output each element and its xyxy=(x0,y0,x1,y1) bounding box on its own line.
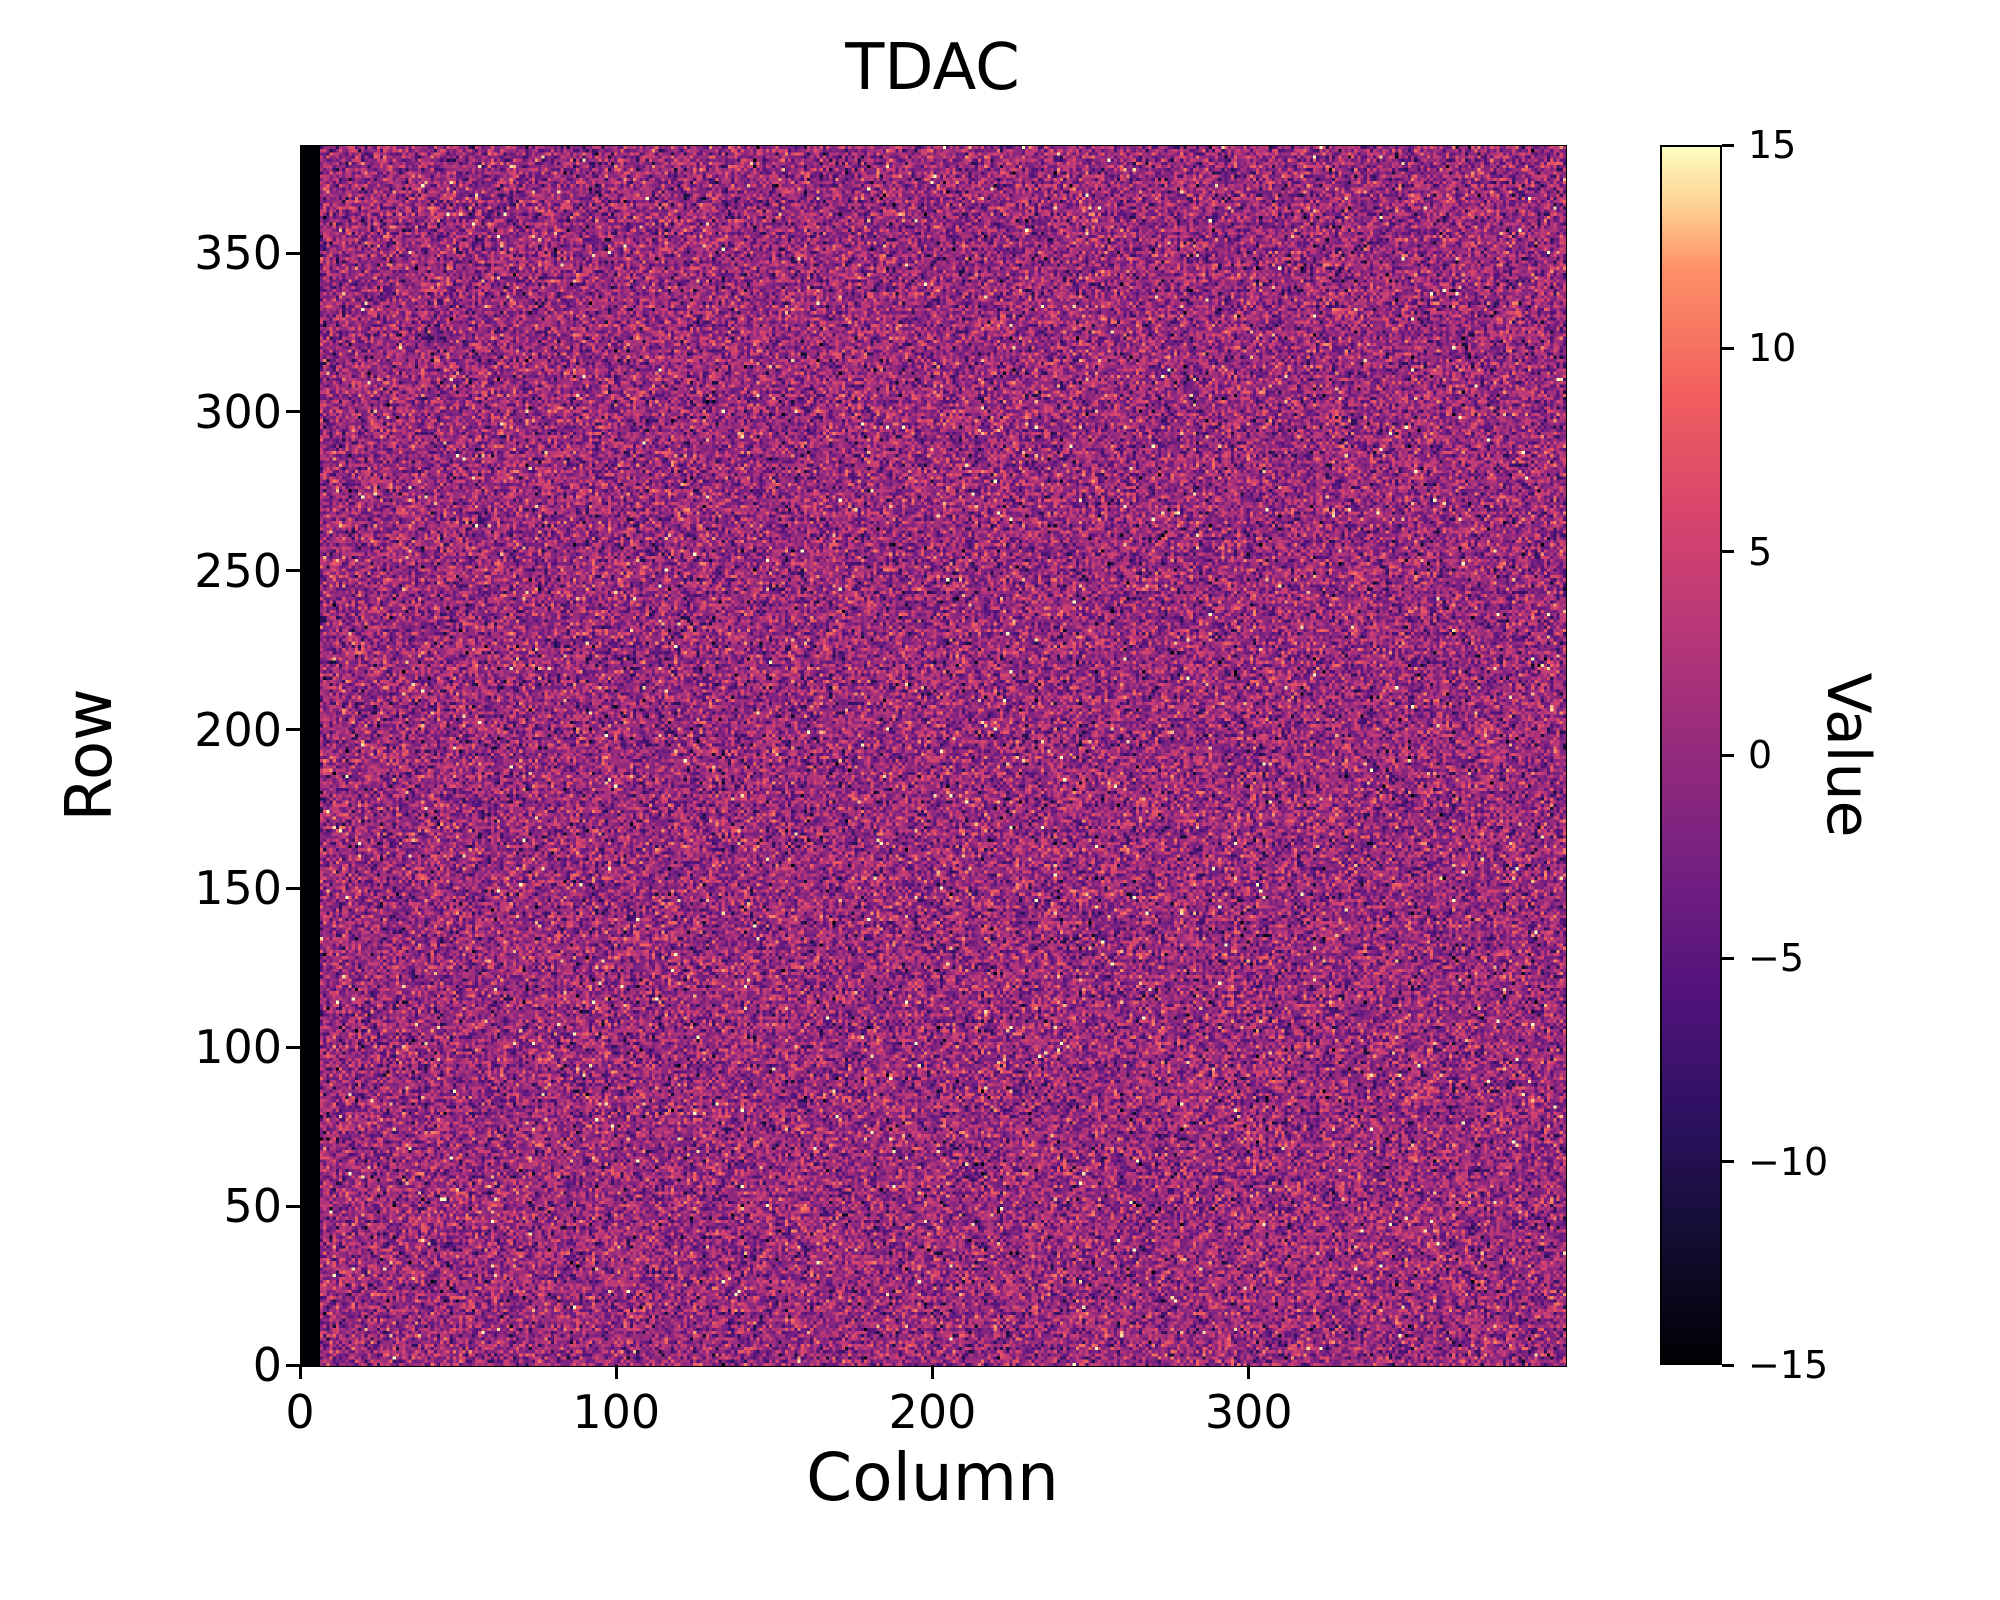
colorbar-tick-label: 15 xyxy=(1748,123,1797,167)
x-tick-mark xyxy=(1247,1365,1251,1379)
heatmap-plot xyxy=(300,145,1567,1367)
y-tick-label: 50 xyxy=(223,1179,282,1234)
colorbar-tick-label: 0 xyxy=(1748,733,1773,777)
colorbar-tick-mark xyxy=(1722,143,1734,147)
colorbar-label: Value xyxy=(1813,672,1883,838)
y-tick-mark xyxy=(286,410,300,414)
colorbar-gradient xyxy=(1662,147,1720,1363)
y-tick-label: 0 xyxy=(252,1338,282,1392)
y-tick-mark xyxy=(286,1045,300,1049)
colorbar xyxy=(1660,145,1722,1365)
y-tick-label: 350 xyxy=(194,226,282,281)
x-axis-label: Column xyxy=(806,1439,1059,1516)
y-tick-label: 150 xyxy=(194,861,282,916)
colorbar-tick-label: −15 xyxy=(1748,1343,1829,1387)
y-tick-mark xyxy=(286,1363,300,1367)
y-tick-mark xyxy=(286,1204,300,1208)
x-tick-label: 0 xyxy=(285,1385,315,1439)
colorbar-tick-label: −10 xyxy=(1748,1139,1829,1184)
colorbar-tick-mark xyxy=(1722,753,1734,757)
colorbar-tick-label: 10 xyxy=(1748,326,1797,371)
y-tick-mark xyxy=(286,886,300,890)
y-tick-label: 300 xyxy=(194,384,282,439)
x-tick-mark xyxy=(931,1365,934,1379)
x-tick-mark xyxy=(614,1365,618,1379)
colorbar-tick-mark xyxy=(1722,346,1734,350)
chart-title: TDAC xyxy=(845,31,1020,105)
x-tick-mark xyxy=(298,1365,302,1379)
y-tick-mark xyxy=(286,728,300,732)
colorbar-tick-mark xyxy=(1722,1363,1734,1367)
colorbar-tick-label: −5 xyxy=(1748,936,1805,981)
y-tick-mark xyxy=(286,569,300,573)
y-tick-label: 100 xyxy=(194,1020,282,1075)
heatmap-canvas xyxy=(301,146,1566,1366)
colorbar-tick-mark xyxy=(1722,1160,1734,1164)
y-tick-label: 250 xyxy=(194,543,282,598)
x-tick-label: 100 xyxy=(572,1385,661,1439)
x-tick-label: 200 xyxy=(888,1385,977,1439)
colorbar-tick-label: 5 xyxy=(1748,529,1773,574)
colorbar-tick-mark xyxy=(1722,956,1734,960)
colorbar-tick-mark xyxy=(1722,550,1734,554)
x-tick-label: 300 xyxy=(1204,1385,1293,1439)
y-tick-label: 200 xyxy=(194,702,282,757)
y-tick-mark xyxy=(286,251,300,255)
